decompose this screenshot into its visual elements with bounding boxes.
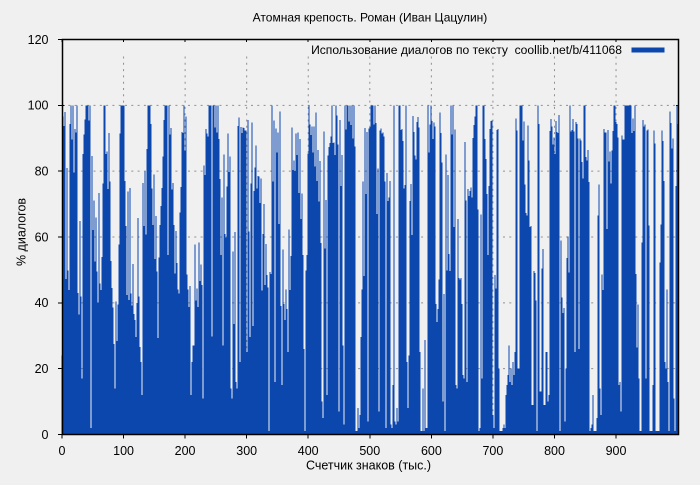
svg-text:500: 500 (359, 444, 380, 458)
svg-text:60: 60 (35, 230, 49, 244)
svg-text:900: 900 (606, 444, 627, 458)
svg-text:40: 40 (35, 296, 49, 310)
svg-text:200: 200 (175, 444, 196, 458)
svg-text:400: 400 (298, 444, 319, 458)
svg-text:Счетчик знаков (тыс.): Счетчик знаков (тыс.) (306, 459, 431, 473)
svg-text:100: 100 (113, 444, 134, 458)
svg-text:% диалогов: % диалогов (15, 198, 29, 266)
svg-text:700: 700 (482, 444, 503, 458)
svg-text:80: 80 (35, 165, 49, 179)
svg-text:100: 100 (28, 99, 49, 113)
svg-text:20: 20 (35, 362, 49, 376)
svg-text:300: 300 (236, 444, 257, 458)
svg-text:120: 120 (28, 33, 49, 47)
svg-text:800: 800 (544, 444, 565, 458)
svg-text:0: 0 (59, 444, 66, 458)
svg-text:Атомная крепость. Роман (Иван: Атомная крепость. Роман (Иван Цацулин) (253, 11, 488, 25)
svg-text:0: 0 (42, 428, 49, 442)
svg-text:600: 600 (421, 444, 442, 458)
svg-text:Использование диалогов по текс: Использование диалогов по тексту coollib… (311, 43, 622, 57)
